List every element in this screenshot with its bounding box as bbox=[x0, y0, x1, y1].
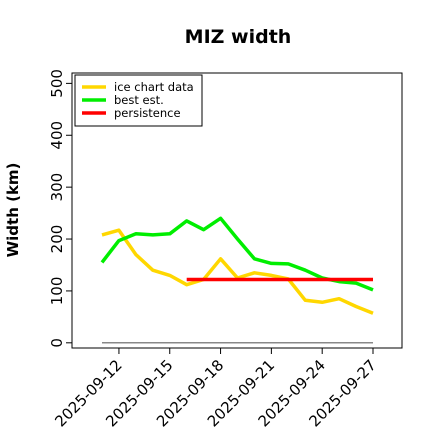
y-tick-label: 500 bbox=[48, 69, 66, 98]
y-tick-label: 300 bbox=[48, 173, 66, 202]
legend-label: ice chart data bbox=[114, 80, 194, 94]
y-axis-label: Width (km) bbox=[4, 163, 22, 258]
y-tick-label: 0 bbox=[48, 338, 66, 348]
plot-frame bbox=[71, 72, 403, 349]
legend-label: persistence bbox=[114, 106, 181, 120]
x-axis: 2025-09-122025-09-152025-09-182025-09-21… bbox=[51, 348, 380, 430]
series-layer bbox=[100, 216, 374, 344]
legend-label: best est. bbox=[114, 93, 164, 107]
y-axis: 0 100 200 300 400 500 bbox=[48, 69, 72, 348]
y-tick-label: 400 bbox=[48, 121, 66, 150]
y-tick-label: 200 bbox=[48, 225, 66, 254]
chart-title: MIZ width bbox=[185, 26, 292, 48]
series-line-ice-chart-data bbox=[101, 228, 374, 315]
y-tick-label: 100 bbox=[48, 277, 66, 306]
